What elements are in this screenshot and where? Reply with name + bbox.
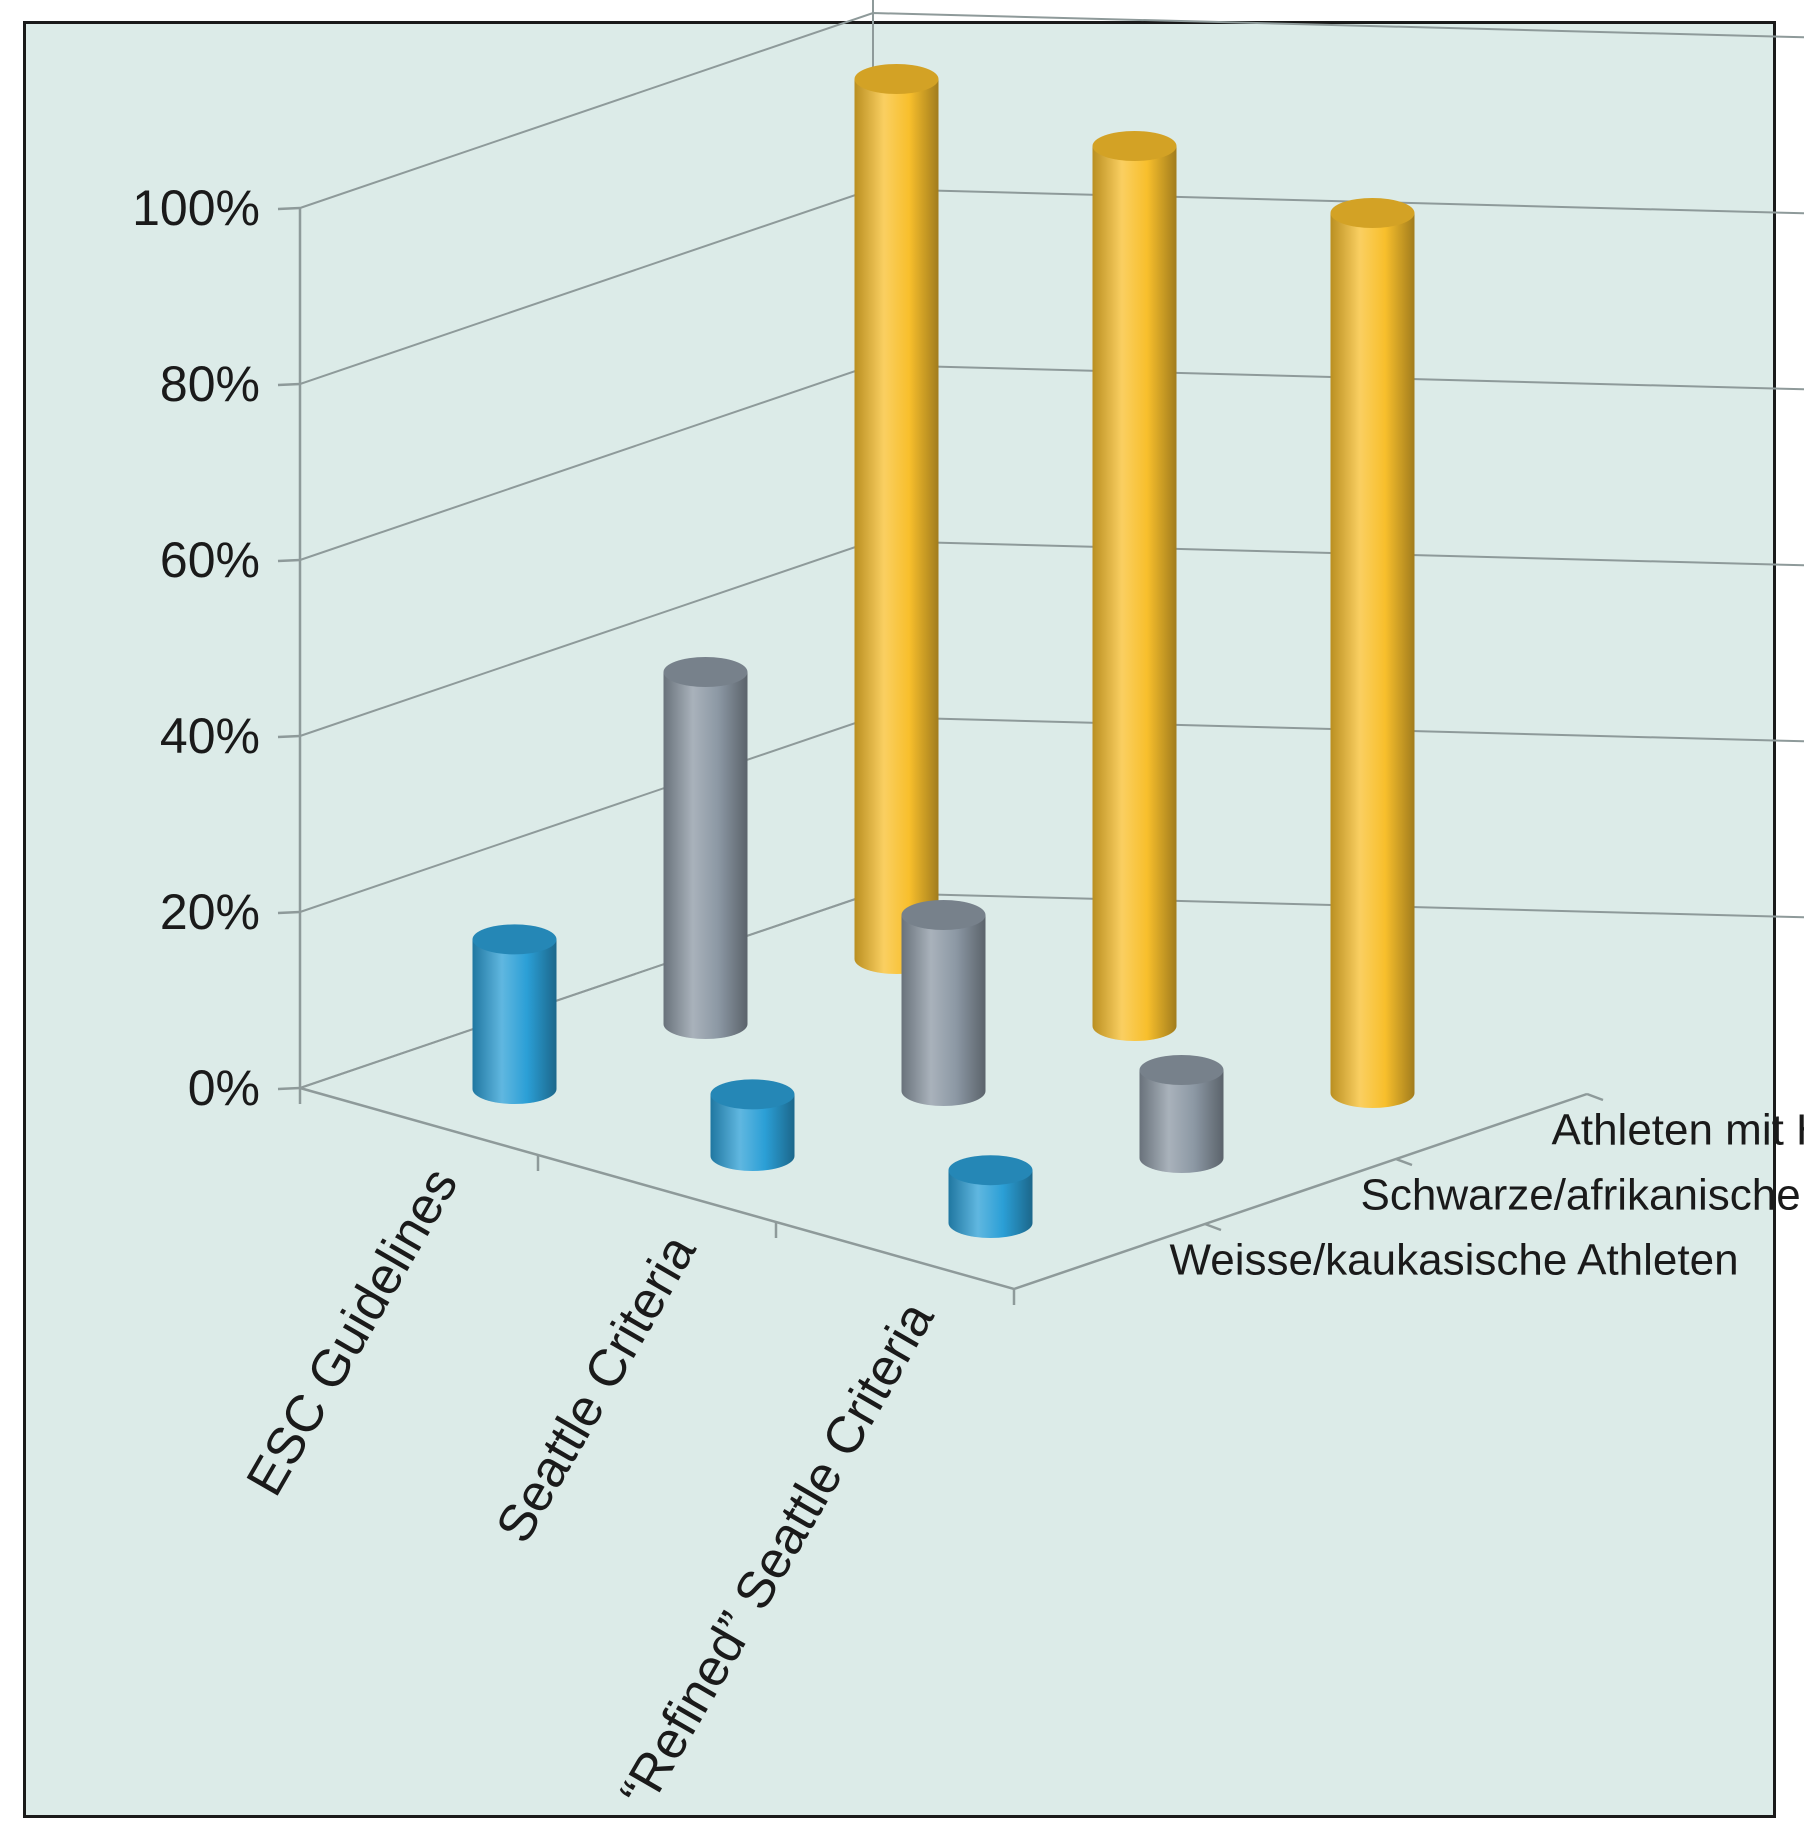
gridline bbox=[299, 187, 1804, 385]
bar-1-1 bbox=[901, 900, 986, 1106]
bar-body bbox=[710, 1094, 795, 1172]
bar-body bbox=[854, 79, 939, 974]
bar-top bbox=[663, 657, 748, 687]
y-tick-label: 0% bbox=[188, 1060, 260, 1116]
bar-top bbox=[472, 924, 557, 955]
gridline bbox=[299, 539, 1804, 737]
gridline bbox=[299, 11, 1804, 209]
gridline bbox=[299, 363, 1804, 561]
bar-0-1 bbox=[710, 1079, 795, 1172]
bar-body bbox=[1330, 213, 1415, 1108]
bars bbox=[472, 64, 1415, 1239]
y-tick bbox=[277, 206, 301, 211]
bar-top bbox=[1330, 198, 1415, 228]
category-label: “Refined” Seattle Criteria bbox=[609, 1292, 945, 1817]
bar-1-0 bbox=[663, 657, 748, 1039]
bar-2-0 bbox=[854, 64, 939, 974]
bar-body bbox=[901, 915, 986, 1106]
bar-body bbox=[663, 672, 748, 1039]
bar-top bbox=[1092, 131, 1177, 161]
z-tick bbox=[1395, 1157, 1413, 1167]
series-label: Weisse/kaukasische Athleten bbox=[1170, 1236, 1739, 1285]
y-tick-label: 60% bbox=[160, 532, 260, 588]
y-tick bbox=[277, 558, 301, 563]
bar-0-0 bbox=[472, 924, 557, 1105]
bar-0-2 bbox=[948, 1155, 1033, 1239]
y-tick bbox=[277, 382, 301, 387]
series-label: Schwarze/afrikanische Athleten bbox=[1361, 1171, 1804, 1220]
bar-top bbox=[948, 1155, 1033, 1186]
bar-body bbox=[948, 1170, 1033, 1239]
y-tick-label: 20% bbox=[160, 884, 260, 940]
category-label: ESC Guidelines bbox=[236, 1159, 470, 1506]
gridline bbox=[299, 715, 1804, 913]
y-tick-label: 80% bbox=[160, 356, 260, 412]
bar-2-2 bbox=[1330, 198, 1415, 1108]
bar-body bbox=[1092, 146, 1177, 1041]
bar-body bbox=[1139, 1070, 1224, 1174]
bar-body bbox=[472, 939, 557, 1105]
z-tick bbox=[1204, 1222, 1222, 1232]
y-tick-label: 100% bbox=[132, 180, 260, 236]
y-tick bbox=[277, 910, 301, 915]
bar-2-1 bbox=[1092, 131, 1177, 1041]
y-tick bbox=[277, 1086, 301, 1091]
bar-top bbox=[854, 64, 939, 94]
series-label: Athleten mit HCM bbox=[1552, 1106, 1804, 1155]
bar-top bbox=[901, 900, 986, 930]
bar-top bbox=[710, 1079, 795, 1110]
z-tick bbox=[1586, 1092, 1604, 1102]
y-tick bbox=[277, 734, 301, 739]
bar-top bbox=[1139, 1055, 1224, 1085]
category-label: Seattle Criteria bbox=[485, 1225, 707, 1552]
bar-1-2 bbox=[1139, 1055, 1224, 1174]
y-tick-label: 40% bbox=[160, 708, 260, 764]
